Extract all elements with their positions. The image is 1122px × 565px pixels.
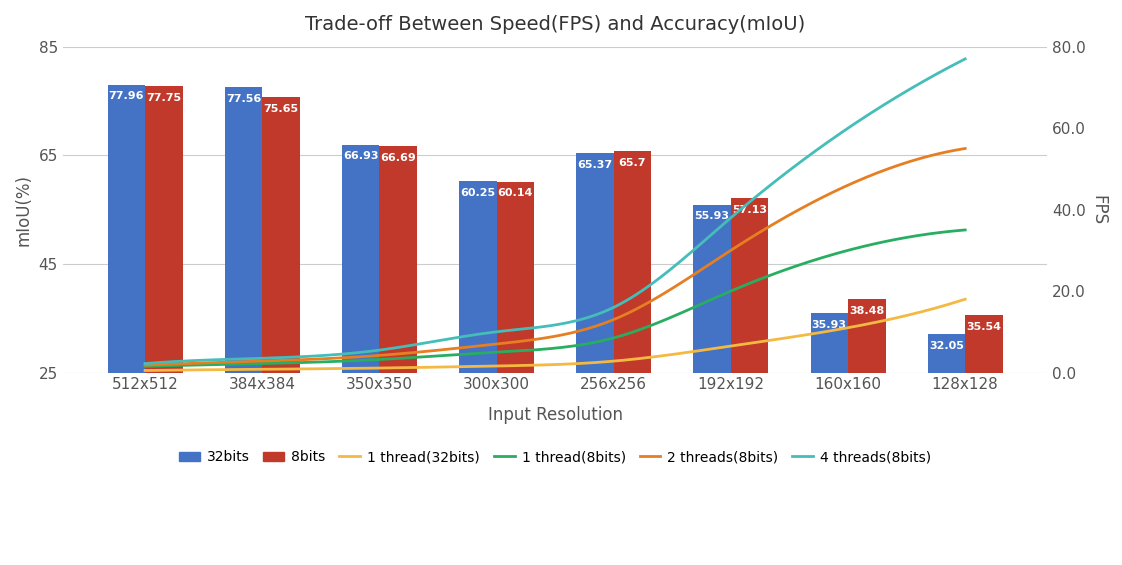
Y-axis label: mIoU(%): mIoU(%)	[15, 173, 33, 246]
Title: Trade-off Between Speed(FPS) and Accuracy(mIoU): Trade-off Between Speed(FPS) and Accurac…	[305, 15, 806, 34]
Legend: 32bits, 8bits, 1 thread(32bits), 1 thread(8bits), 2 threads(8bits), 4 threads(8b: 32bits, 8bits, 1 thread(32bits), 1 threa…	[174, 445, 937, 470]
Text: 66.69: 66.69	[380, 153, 416, 163]
Bar	[928, 334, 965, 508]
Text: 77.56: 77.56	[226, 94, 261, 103]
Text: 57.13: 57.13	[732, 205, 767, 215]
Bar	[848, 299, 885, 508]
Text: 77.96: 77.96	[109, 92, 144, 102]
X-axis label: Input Resolution: Input Resolution	[488, 406, 623, 424]
Bar	[379, 146, 417, 508]
Bar	[145, 86, 183, 508]
Bar	[497, 182, 534, 509]
Bar	[263, 97, 300, 508]
Bar	[730, 198, 769, 508]
Bar	[614, 151, 651, 508]
Text: 38.48: 38.48	[849, 306, 884, 316]
Bar	[224, 87, 263, 508]
Bar	[965, 315, 1003, 508]
Text: 35.54: 35.54	[966, 322, 1002, 332]
Text: 65.7: 65.7	[618, 158, 646, 168]
Text: 75.65: 75.65	[264, 104, 298, 114]
Bar	[342, 145, 379, 508]
Text: 60.25: 60.25	[460, 188, 495, 198]
Bar	[108, 85, 145, 508]
Text: 77.75: 77.75	[146, 93, 182, 103]
Text: 32.05: 32.05	[929, 341, 964, 351]
Text: 35.93: 35.93	[812, 320, 847, 330]
Bar	[459, 181, 497, 508]
Text: 65.37: 65.37	[578, 160, 613, 170]
Bar	[693, 205, 730, 508]
Text: 66.93: 66.93	[343, 151, 378, 162]
Text: 55.93: 55.93	[695, 211, 729, 221]
Bar	[577, 153, 614, 508]
Y-axis label: FPS: FPS	[1089, 194, 1107, 225]
Bar	[810, 313, 848, 508]
Text: 60.14: 60.14	[497, 188, 533, 198]
